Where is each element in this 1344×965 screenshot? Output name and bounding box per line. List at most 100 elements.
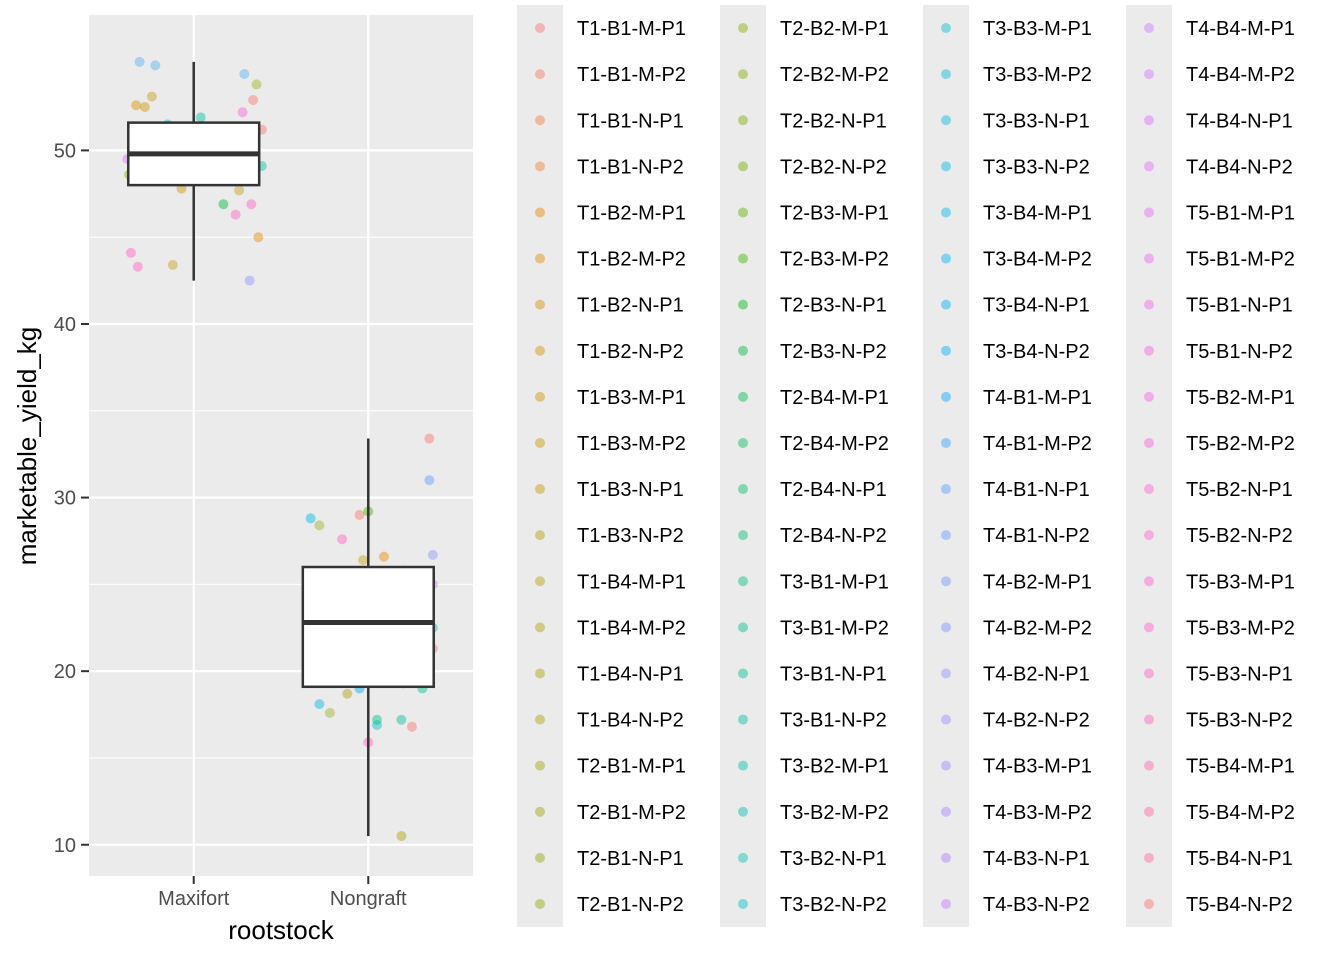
legend-label: T3-B3-M-P2 xyxy=(983,64,1092,86)
legend-label: T3-B4-N-P1 xyxy=(983,295,1090,317)
legend-key xyxy=(738,391,748,402)
legend-item: T1-B4-N-P2 xyxy=(535,710,684,732)
legend-item: T5-B2-M-P2 xyxy=(1144,433,1295,455)
legend-item: T3-B2-N-P2 xyxy=(738,894,887,916)
legend-label: T1-B3-N-P2 xyxy=(577,525,684,547)
legend-item: T2-B3-N-P1 xyxy=(738,295,887,317)
legend-item: T4-B4-N-P2 xyxy=(1144,156,1293,178)
legend-item: T4-B2-M-P1 xyxy=(941,571,1092,593)
box-maxifort xyxy=(127,61,261,281)
legend-label: T2-B1-M-P2 xyxy=(577,802,686,824)
legend-key xyxy=(738,253,748,264)
legend-label: T3-B2-N-P2 xyxy=(780,894,887,916)
data-point xyxy=(253,232,264,243)
legend-key xyxy=(1144,576,1154,587)
legend-key xyxy=(535,253,545,264)
legend-label: T5-B1-M-P1 xyxy=(1186,202,1295,224)
legend-key xyxy=(1144,253,1154,264)
legend-label: T2-B2-M-P1 xyxy=(780,18,889,40)
data-point xyxy=(354,509,365,520)
iqr-box xyxy=(301,565,435,689)
legend-item: T5-B2-N-P2 xyxy=(1144,525,1293,547)
legend-key xyxy=(738,115,748,126)
legend-key xyxy=(1144,299,1154,310)
legend-item: T3-B4-N-P1 xyxy=(941,295,1090,317)
legend-key xyxy=(738,207,748,218)
legend-key-background xyxy=(1126,5,1172,927)
legend-item: T1-B3-N-P2 xyxy=(535,525,684,547)
legend-label: T3-B4-M-P2 xyxy=(983,249,1092,271)
legend-label: T5-B4-M-P2 xyxy=(1186,802,1295,824)
legend-label: T4-B3-M-P2 xyxy=(983,802,1092,824)
legend-item: T1-B3-M-P1 xyxy=(535,387,686,409)
legend-item: T5-B1-M-P2 xyxy=(1144,249,1295,271)
legend-key xyxy=(535,576,545,587)
legend-key xyxy=(1144,391,1154,402)
legend-label: T3-B2-M-P1 xyxy=(780,756,889,778)
legend-key xyxy=(535,345,545,356)
legend-key xyxy=(1144,806,1154,817)
legend-label: T2-B2-M-P2 xyxy=(780,64,889,86)
legend-item: T1-B2-N-P1 xyxy=(535,295,684,317)
legend-item: T4-B4-M-P1 xyxy=(1144,18,1295,40)
legend-label: T4-B1-N-P1 xyxy=(983,479,1090,501)
legend-item: T5-B1-N-P1 xyxy=(1144,295,1293,317)
x-axis-title: rootstock xyxy=(228,915,334,945)
legend-label: T1-B3-N-P1 xyxy=(577,479,684,501)
legend-label: T1-B1-N-P2 xyxy=(577,156,684,178)
data-point xyxy=(230,209,241,220)
data-point xyxy=(314,520,325,531)
legend-label: T3-B1-N-P2 xyxy=(780,710,887,732)
x-tick-label: Nongraft xyxy=(330,888,407,910)
legend-label: T4-B2-N-P1 xyxy=(983,663,1090,685)
legend-key xyxy=(941,391,951,402)
legend-item: T5-B2-N-P1 xyxy=(1144,479,1293,501)
legend-label: T4-B1-N-P2 xyxy=(983,525,1090,547)
legend-item: T3-B4-M-P2 xyxy=(941,249,1092,271)
legend-item: T2-B2-N-P2 xyxy=(738,156,887,178)
legend-label: T1-B1-M-P2 xyxy=(577,64,686,86)
legend-key xyxy=(535,299,545,310)
legend-item: T5-B3-N-P2 xyxy=(1144,710,1293,732)
legend-label: T5-B2-N-P2 xyxy=(1186,525,1293,547)
legend-label: T5-B4-N-P2 xyxy=(1186,894,1293,916)
legend-item: T5-B4-M-P2 xyxy=(1144,802,1295,824)
legend-item: T3-B2-N-P1 xyxy=(738,848,887,870)
legend-key xyxy=(535,23,545,34)
legend-label: T4-B2-M-P2 xyxy=(983,617,1092,639)
legend-label: T2-B4-M-P1 xyxy=(780,387,889,409)
data-point xyxy=(342,688,353,699)
legend-key xyxy=(535,622,545,633)
legend-label: T2-B1-N-P2 xyxy=(577,894,684,916)
legend-item: T2-B2-M-P2 xyxy=(738,64,889,86)
legend-key xyxy=(535,115,545,126)
legend-label: T1-B4-N-P2 xyxy=(577,710,684,732)
legend-label: T4-B4-N-P2 xyxy=(1186,156,1293,178)
data-point xyxy=(132,261,143,272)
legend-key xyxy=(535,437,545,448)
data-point xyxy=(134,56,145,67)
legend-item: T2-B3-M-P2 xyxy=(738,249,889,271)
legend-label: T4-B3-M-P1 xyxy=(983,756,1092,778)
legend-item: T3-B2-M-P2 xyxy=(738,802,889,824)
legend-key xyxy=(941,852,951,863)
data-point xyxy=(314,699,325,710)
data-point xyxy=(246,199,257,210)
legend-key xyxy=(738,714,748,725)
y-tick-label: 40 xyxy=(54,314,76,336)
data-point xyxy=(396,831,407,842)
legend-label: T5-B3-M-P2 xyxy=(1186,617,1295,639)
legend-key xyxy=(738,852,748,863)
axes: 10 20 30 40 50 Maxifort Nongraft xyxy=(54,140,407,910)
data-point xyxy=(251,79,262,90)
data-point xyxy=(131,100,142,111)
legend-label: T1-B2-N-P1 xyxy=(577,295,684,317)
legend-item: T2-B4-M-P2 xyxy=(738,433,889,455)
legend-item: T4-B1-M-P2 xyxy=(941,433,1092,455)
legend-key xyxy=(738,437,748,448)
legend-key xyxy=(738,760,748,771)
legend-item: T5-B3-M-P2 xyxy=(1144,617,1295,639)
legend-label: T1-B1-N-P1 xyxy=(577,110,684,132)
legend-key xyxy=(738,69,748,80)
data-point xyxy=(427,549,438,560)
